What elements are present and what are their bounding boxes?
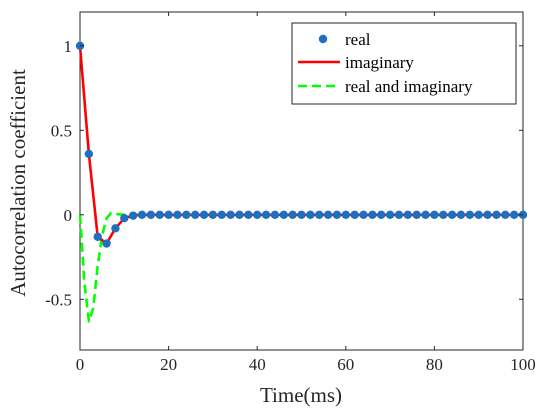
data-point-real <box>146 210 156 219</box>
data-point-real <box>412 210 421 219</box>
data-point-real <box>456 210 466 219</box>
data-point-real <box>323 210 333 219</box>
y-tick-label: 1 <box>64 37 73 56</box>
data-point-real <box>84 149 94 159</box>
data-point-real <box>208 210 218 219</box>
data-point-real <box>128 211 138 220</box>
data-point-real <box>350 210 359 219</box>
data-point-real <box>447 210 457 219</box>
data-point-real <box>315 210 324 219</box>
data-point-real <box>244 210 253 219</box>
data-point-real <box>173 210 182 219</box>
x-tick-label: 0 <box>76 355 85 374</box>
data-point-real <box>430 210 439 219</box>
data-point-real <box>111 224 120 233</box>
legend-symbol-real <box>318 34 328 44</box>
data-point-real <box>182 210 191 219</box>
data-point-real <box>394 210 404 219</box>
data-point-real <box>137 210 147 219</box>
x-tick-label: 20 <box>160 355 177 374</box>
data-point-real <box>421 210 430 219</box>
data-point-real <box>270 210 280 219</box>
data-point-real <box>501 210 510 219</box>
x-tick-label: 100 <box>510 355 536 374</box>
data-point-real <box>279 210 288 219</box>
x-axis-title: Time(ms) <box>260 383 342 407</box>
y-axis-title: Autocorrelation coefficient <box>6 69 30 297</box>
x-tick-label: 40 <box>249 355 266 374</box>
legend-label-imaginary: imaginary <box>345 53 414 72</box>
data-point-real <box>509 210 519 219</box>
legend-box <box>291 22 517 105</box>
data-point-real <box>465 210 475 219</box>
data-point-real <box>385 210 395 219</box>
legend-entry-imaginary: imaginary <box>298 53 414 72</box>
data-point-real <box>235 210 244 219</box>
y-tick-label: -0.5 <box>45 290 72 309</box>
data-point-real <box>226 210 235 219</box>
legend-entry-real-and-imaginary: real and imaginary <box>298 77 473 96</box>
legend: real imaginary real and imaginary <box>291 22 517 105</box>
legend-label-real-and-imaginary: real and imaginary <box>345 77 473 96</box>
data-point-real <box>261 210 271 219</box>
axis-ticks: 0 20 40 60 80 100 -0.5 0 0.5 1 <box>45 12 536 374</box>
legend-label-real: real <box>345 30 371 49</box>
y-tick-label: 0.5 <box>51 121 72 140</box>
chart-marks <box>75 41 528 323</box>
data-point-real <box>120 213 129 223</box>
data-point-real <box>332 210 342 219</box>
data-point-real <box>190 210 200 219</box>
data-point-real <box>155 210 164 219</box>
data-point-real <box>93 232 102 241</box>
data-point-real <box>164 210 173 219</box>
data-point-real <box>102 239 111 248</box>
data-point-real <box>474 210 483 219</box>
x-tick-label: 60 <box>337 355 354 374</box>
data-point-real <box>297 210 306 219</box>
legend-entry-real: real <box>318 30 371 49</box>
data-point-real <box>306 210 315 219</box>
data-point-real <box>217 210 226 219</box>
data-point-real <box>253 210 262 219</box>
y-tick-label: 0 <box>64 206 73 225</box>
data-point-real <box>483 210 492 219</box>
data-point-real <box>439 210 448 219</box>
data-point-real <box>288 210 297 219</box>
data-point-real <box>403 210 413 219</box>
data-point-real <box>377 210 386 219</box>
x-tick-label: 80 <box>426 355 443 374</box>
data-point-real <box>341 210 350 219</box>
data-point-real <box>359 210 368 219</box>
data-point-real <box>368 210 377 219</box>
data-point-real <box>492 210 501 219</box>
data-point-real <box>199 210 209 219</box>
